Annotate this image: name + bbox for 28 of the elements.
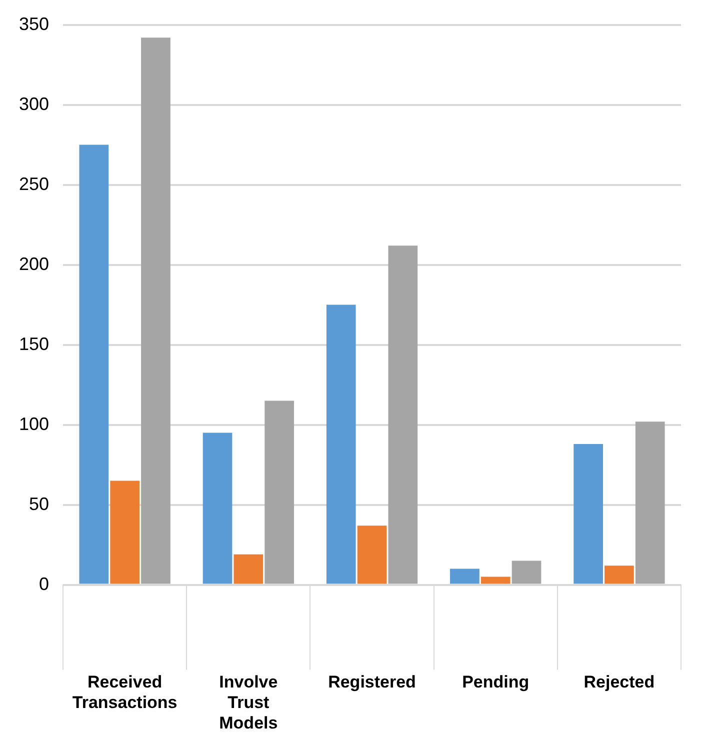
bar (110, 480, 140, 584)
y-tick-label: 300 (18, 94, 50, 114)
bar (512, 560, 542, 584)
y-tick-label: 200 (18, 254, 50, 274)
bar (635, 422, 665, 584)
y-tick-label: 0 (39, 574, 50, 594)
bar (450, 568, 480, 584)
y-tick-label: 50 (29, 494, 50, 514)
bar (326, 304, 356, 584)
bar (574, 444, 603, 584)
x-tick-label: Received Transactions (72, 672, 178, 712)
x-tick-label: Pending (462, 672, 530, 692)
y-tick-label: 150 (18, 334, 50, 354)
bar (480, 576, 510, 584)
bar (388, 246, 418, 584)
bar (264, 400, 294, 584)
x-tick-label: Involve Trust Models (219, 672, 278, 732)
y-tick-label: 350 (18, 14, 50, 34)
x-tick-label: Registered (328, 672, 416, 692)
bar (357, 526, 387, 584)
x-tick-label: Rejected (584, 672, 655, 692)
y-tick-label: 250 (18, 174, 50, 194)
y-tick-label: 100 (18, 414, 50, 434)
bar (202, 432, 232, 584)
bar (141, 38, 170, 584)
bar (234, 554, 264, 584)
bar (604, 566, 634, 584)
bar (79, 144, 109, 584)
